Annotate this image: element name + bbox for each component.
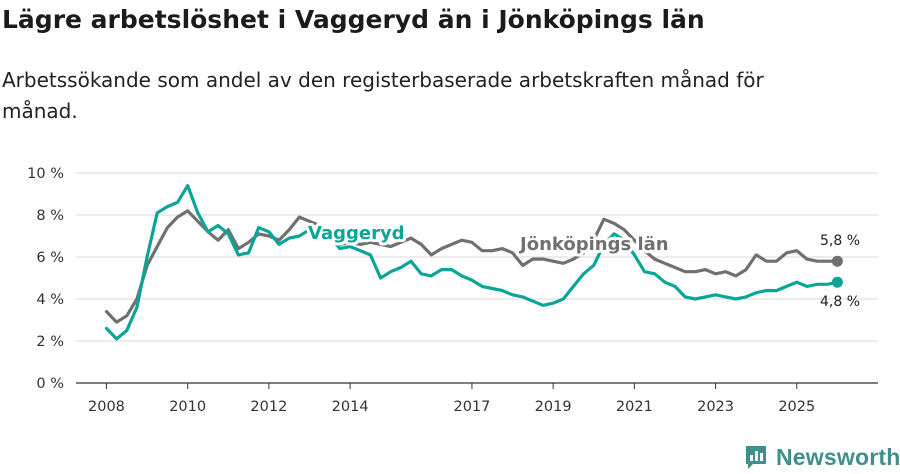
y-tick-label: 4 % [36,292,64,308]
series-line-lan [104,209,839,324]
x-tick-label: 2008 [88,399,125,415]
end-label-lan: 5,8 % [820,233,860,249]
brand-name: Newsworthy [776,443,900,470]
end-label-vaggeryd: 4,8 % [820,294,860,310]
x-tick-label: 2021 [616,399,653,415]
x-tick-label: 2025 [778,399,815,415]
series-label-vaggeryd: Vaggeryd [308,223,405,244]
x-tick-label: 2014 [332,399,369,415]
chart-title: Lägre arbetslöshet i Vaggeryd än i Jönkö… [2,5,705,34]
x-tick-label: 2017 [453,399,490,415]
x-axis: 2008 2010 2012 2014 2017 2019 2021 2023 2025 [76,382,878,415]
series-line-vaggeryd [104,184,839,341]
x-tick-label: 2019 [535,399,572,415]
series-endpoint-vaggeryd [831,276,843,288]
y-tick-label: 10 % [27,166,64,182]
chart-subtitle: Arbetssökande som andel av den registerb… [2,68,764,123]
series-label-vaggeryd-halo: Vaggeryd [308,223,405,244]
y-axis-ticks: 0 % 2 % 4 % 6 % 8 % 10 % [27,166,64,392]
x-tick-label: 2023 [697,399,734,415]
series-label-lan: Jönköpings län [518,234,669,255]
y-tick-label: 6 % [36,250,64,266]
series-lines [104,184,843,341]
x-tick-label: 2010 [169,399,206,415]
y-tick-label: 2 % [36,334,64,350]
series-endpoint-lan [831,255,843,267]
grid-lines [76,172,878,342]
y-tick-label: 0 % [36,376,64,392]
y-tick-label: 8 % [36,208,64,224]
series-label-lan-halo: Jönköpings län [518,234,669,255]
newsworthy-brand: Newsworthy [744,442,900,472]
newsworthy-logo-icon [746,446,766,469]
x-tick-label: 2012 [250,399,287,415]
